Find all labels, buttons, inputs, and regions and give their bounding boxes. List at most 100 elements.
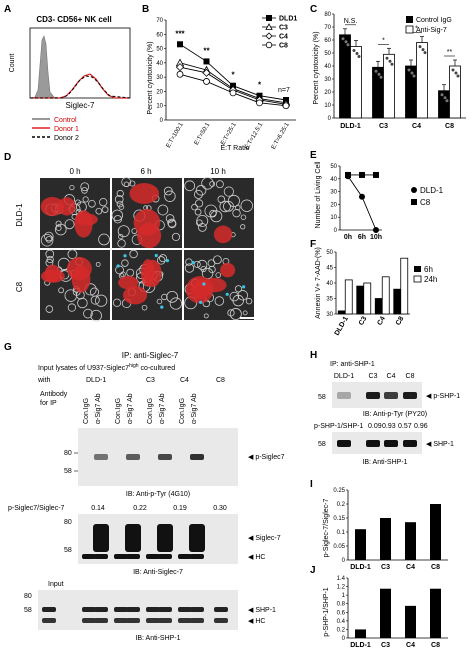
micro-cell — [64, 219, 75, 230]
e-line-dld-1 — [347, 175, 377, 231]
micro-cell — [184, 180, 196, 192]
c-ytick-label: 0 — [328, 116, 332, 122]
g-band-shp1 — [158, 607, 172, 612]
micro-tumor-cell — [40, 197, 65, 217]
h-ratio-c8: 0.96 — [414, 423, 428, 430]
e-legend-marker — [411, 187, 417, 193]
i-ytick-label: 0 — [342, 558, 346, 564]
micro-cell — [196, 214, 209, 227]
i-bar — [355, 529, 366, 560]
micro-cell — [213, 255, 222, 265]
b-legend-marker — [266, 15, 272, 21]
micro-cell — [209, 209, 217, 218]
j-ytick-label: 1.4 — [337, 576, 346, 582]
i-ytick-label: 0.1 — [337, 530, 346, 536]
micro-cell — [217, 195, 226, 204]
c-ytick-label: 60 — [324, 38, 331, 44]
micro-marker — [116, 264, 120, 268]
g-lane-labels: Con.IgG α-Sig7 Ab Con.IgG α-Sig7 Ab Con.IgG α… — [83, 393, 198, 424]
micro-cell — [209, 181, 216, 187]
panel-j-bar-chart: p-SHP-1/SHP-1 0 0.2 0.4 0.6 0.8 1 1.2 1.4 DLD-1 C… — [323, 576, 448, 649]
c-dot — [410, 71, 414, 75]
micro-cell — [45, 305, 54, 313]
panel-label-e: E — [310, 150, 317, 161]
c-dot — [379, 75, 383, 79]
panel-label-a: A — [4, 4, 11, 15]
panel-e-ylabel: Number of Living Cell — [315, 161, 322, 228]
h-band2: ◀ SHP-1 — [426, 441, 454, 448]
g-ratio-dld1: 0.14 — [91, 505, 105, 512]
f-ytick-label: 40 — [326, 281, 333, 287]
blot2-bands — [82, 524, 205, 559]
g-input-title: Input lysates of U937-Siglec7high co-cul… — [38, 363, 175, 372]
g-group-dld1: DLD-1 — [86, 377, 106, 384]
micro-tumor-cell — [122, 286, 148, 305]
panel-label-j: J — [310, 565, 316, 576]
b-point-c8 — [256, 99, 263, 107]
b-sig-mark: * — [231, 71, 235, 80]
e-xtick-label: 0h — [344, 234, 352, 241]
micro-tumor-cell — [143, 259, 162, 287]
micro-cell — [245, 297, 253, 305]
g-band-hc — [146, 554, 160, 559]
h-ip: IP: anti-SHP-1 — [330, 361, 375, 368]
panel-h-blots: IP: anti-SHP-1 DLD-1 C3 C4 C8 58 ◀ p-SHP… — [314, 361, 460, 466]
micro-cell — [112, 298, 122, 307]
c-ytick-label: 30 — [324, 77, 331, 83]
micro-cell — [240, 214, 247, 220]
g-mw1-58: 58 — [64, 468, 72, 475]
micro-cell — [80, 182, 90, 192]
micro-cell — [242, 310, 248, 316]
c-dot — [346, 43, 350, 47]
panel-b-n-label: n=7 — [278, 87, 290, 94]
g-antibody-label: Antibody for IP — [40, 391, 68, 407]
b-point-dld1 — [203, 58, 210, 65]
micro-cell — [120, 271, 126, 278]
micro-cell — [90, 309, 102, 322]
g-band3-hc: ◀ HC — [248, 618, 265, 625]
e-ytick-label: 10 — [330, 215, 337, 221]
g-ratio-c3: 0.22 — [133, 505, 147, 512]
panel-a-xlabel: Siglec-7 — [66, 101, 95, 110]
g-band-shp1 — [214, 607, 228, 612]
f-legend-swatch — [414, 266, 421, 272]
micro-cell — [141, 304, 148, 311]
j-bar — [405, 605, 416, 638]
e-point-dld1 — [373, 227, 379, 233]
h-band-shp1 — [337, 440, 351, 447]
f-legend-swatch — [413, 275, 422, 283]
micro-cell — [81, 187, 88, 194]
j-bar — [355, 629, 366, 638]
c-dot — [445, 99, 449, 103]
h-blot2-bands — [337, 440, 417, 447]
micro-cell — [184, 263, 195, 273]
micro-tumor-cell — [220, 262, 236, 278]
micro-cell — [114, 194, 124, 204]
g-band-shp1 — [42, 607, 56, 612]
g-lane-label: Con.IgG — [83, 398, 90, 424]
g-lane-label: Con.IgG — [179, 398, 186, 424]
micro-cell — [101, 206, 109, 213]
panel-label-h: H — [310, 350, 317, 361]
j-ytick-label: 0.8 — [337, 602, 346, 608]
f-legend-label: 24h — [424, 275, 437, 284]
row-c8: C8 — [15, 281, 24, 292]
micro-tumor-cell — [118, 275, 139, 290]
g-group-c4: C4 — [180, 377, 189, 384]
micro-cell — [223, 186, 234, 197]
g-lane-label: Con.IgG — [147, 398, 154, 424]
f-legend-label: 6h — [424, 265, 433, 274]
g-band-hc — [114, 554, 128, 559]
panel-label-d: D — [4, 152, 11, 163]
micro-cell — [200, 265, 207, 273]
g-band-siglec7 — [125, 524, 141, 552]
e-ytick-label: 20 — [330, 202, 337, 208]
c-dot — [412, 74, 416, 78]
c-legend-swatch — [406, 16, 413, 23]
c-dot — [423, 51, 427, 55]
c-sig-mark: * — [382, 37, 385, 44]
i-bar — [380, 518, 391, 560]
g-input: Input — [48, 581, 64, 588]
micro-cell — [44, 231, 54, 242]
f-xtick-label: C8 — [395, 315, 406, 326]
